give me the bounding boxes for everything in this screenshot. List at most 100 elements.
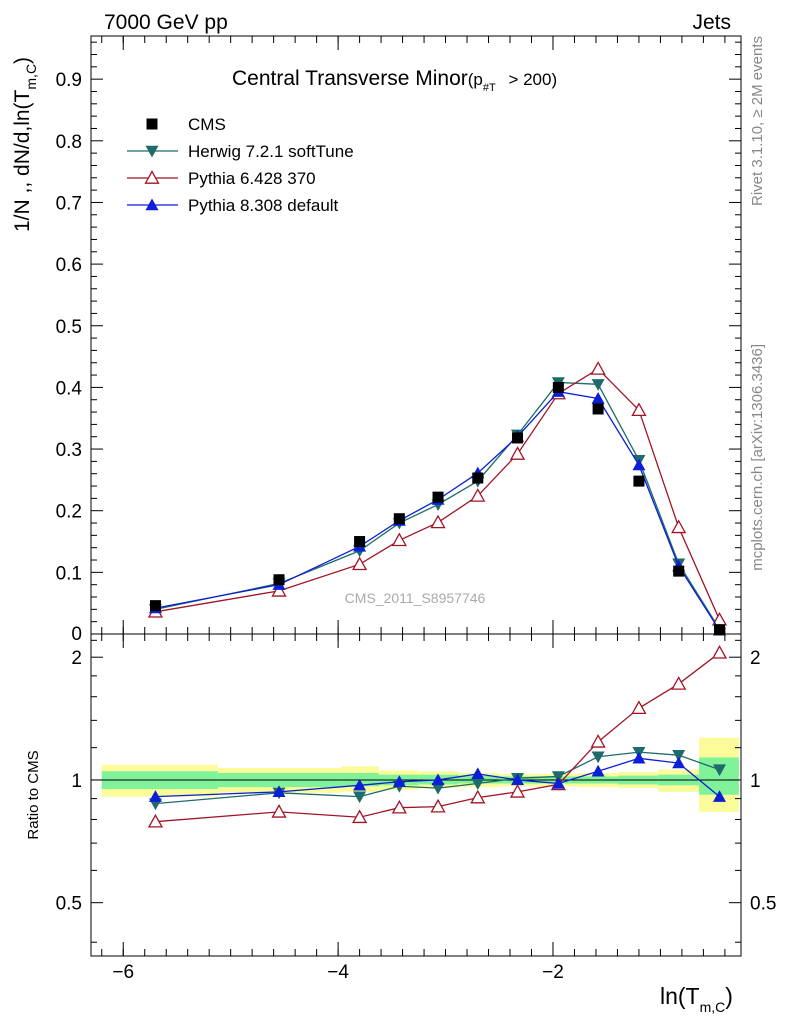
- x-axis-label-main: ln(T: [660, 983, 700, 1009]
- ratio-point-pythia-6-428-370: [430, 798, 446, 813]
- collision-label: 7000 GeV pp: [104, 11, 228, 34]
- legend-item-pythia-6-428-370: Pythia 6.428 370: [127, 169, 316, 188]
- ratio-point-pythia-8-308-default: [591, 764, 605, 777]
- data-point-pythia-6-428-370: [470, 488, 486, 502]
- data-point-cms: [714, 624, 726, 636]
- ratio-y-tick-label-right: 2: [750, 648, 761, 669]
- data-point-pythia-6-428-370: [430, 514, 446, 529]
- data-point-cms: [673, 565, 685, 577]
- ratio-point-herwig-7-2-1-softtune: [353, 791, 367, 804]
- ratio-point-pythia-6-428-370: [631, 700, 647, 714]
- data-point-cms: [472, 472, 484, 484]
- ratio-point-pythia-6-428-370: [147, 813, 164, 828]
- legend-marker: [145, 145, 159, 158]
- ratio-point-pythia-6-428-370: [711, 644, 728, 659]
- chart-title-sub-tail: > 200): [504, 70, 557, 89]
- legend-marker: [145, 198, 159, 211]
- y-axis-label-main: 1/N ,, dN/d,ln(T: [11, 89, 34, 232]
- x-axis-label: ln(Tm,C): [660, 983, 733, 1015]
- ratio-point-pythia-6-428-370: [391, 799, 407, 814]
- data-point-cms: [552, 381, 564, 393]
- ratio-line-pythia-6-428-370: [155, 652, 720, 823]
- y-tick-label: 0.3: [56, 440, 82, 461]
- y-tick-label: 0.5: [56, 317, 82, 338]
- y-axis-label-tail: ): [11, 57, 34, 64]
- x-tick-label: −6: [112, 962, 134, 983]
- y-tick-label-zero: 0: [71, 624, 82, 645]
- ratio-y-tick-label: 2: [71, 648, 82, 669]
- legend-label: CMS: [188, 115, 226, 134]
- data-point-cms: [149, 600, 161, 612]
- data-point-cms: [592, 403, 604, 415]
- chart-title-sub-index: #T: [483, 82, 496, 94]
- x-tick-label: −2: [542, 962, 564, 983]
- data-point-pythia-6-428-370: [509, 446, 526, 460]
- data-point-pythia-6-428-370: [590, 361, 606, 375]
- y-tick-label: 0.9: [56, 70, 82, 91]
- ratio-series-pythia-6-428-370: [147, 644, 728, 828]
- series-line-pythia-8-308-default: [155, 391, 721, 631]
- ratio-point-pythia-8-308-default: [632, 751, 646, 764]
- legend-marker: [146, 118, 158, 130]
- ratio-point-herwig-7-2-1-softtune: [713, 764, 727, 777]
- data-point-herwig-7-2-1-softtune: [591, 379, 605, 391]
- data-point-cms: [512, 432, 524, 444]
- ratio-panel-frame: [90, 633, 742, 957]
- y-tick-label: 0.7: [56, 193, 82, 214]
- ratio-y-tick-label-right: 0.5: [750, 894, 776, 915]
- y-tick-label: 0.8: [56, 132, 82, 153]
- y-tick-label: 0.6: [56, 255, 82, 276]
- upper-ticks: 0.1 0.2 0.3 0.4 0.5 0.6 0.7 0.8 0.9 0: [56, 36, 741, 645]
- y-tick-label: 0.4: [56, 378, 83, 399]
- legend-item-cms: CMS: [146, 115, 226, 134]
- ratio-point-pythia-8-308-default: [148, 790, 162, 802]
- legend: CMS Herwig 7.2.1 softTune Pythia 6.428 370…: [127, 115, 354, 215]
- ratio-point-pythia-6-428-370: [671, 676, 687, 690]
- series-cms: [149, 381, 726, 636]
- data-point-cms: [273, 574, 285, 586]
- ratio-y-tick-label: 0.5: [56, 894, 82, 915]
- data-point-pythia-6-428-370: [631, 402, 647, 417]
- ratio-point-herwig-7-2-1-softtune: [471, 778, 485, 791]
- ratio-point-pythia-8-308-default: [431, 773, 445, 786]
- ratio-point-herwig-7-2-1-softtune: [591, 751, 605, 764]
- uncertainty-band-inner: [699, 757, 739, 795]
- y-tick-label: 0.2: [56, 502, 82, 523]
- ratio-line-pythia-8-308-default: [155, 757, 720, 798]
- legend-item-herwig-7-2-1-softtune: Herwig 7.2.1 softTune: [127, 142, 354, 161]
- data-point-cms: [633, 475, 645, 487]
- upper-series: [147, 361, 728, 636]
- data-point-cms: [393, 513, 405, 525]
- ratio-point-pythia-8-308-default: [672, 756, 686, 769]
- mcplots-label: mcplots.cern.ch [arXiv:1306.3436]: [749, 344, 766, 571]
- ratio-axis-label: Ratio to CMS: [25, 750, 42, 839]
- ratio-panel: 0.5 0.5 1 1 2 2 −6 −4 −2 Ratio to CMS ln(Tm,C): [25, 633, 776, 1015]
- data-point-pythia-6-428-370: [271, 583, 287, 597]
- legend-label: Pythia 6.428 370: [188, 169, 316, 188]
- ratio-y-tick-label-right: 1: [750, 771, 761, 792]
- series-line-pythia-6-428-370: [155, 368, 721, 621]
- lower-ticks: 0.5 0.5 1 1 2 2 −6 −4 −2: [56, 634, 776, 983]
- ratio-series-pythia-8-308-default: [148, 751, 727, 802]
- chart-title-sub: (p: [468, 70, 483, 89]
- legend-label: Pythia 8.308 default: [188, 196, 339, 215]
- main-panel: 0.1 0.2 0.3 0.4 0.5 0.6 0.7 0.8 0.9 0 Central Tra…: [11, 35, 742, 645]
- y-axis-label: 1/N ,, dN/d,ln(Tm,C): [11, 57, 39, 232]
- x-tick-label: −4: [327, 962, 349, 983]
- ratio-point-pythia-6-428-370: [470, 789, 486, 804]
- ratio-point-pythia-8-308-default: [471, 767, 485, 780]
- ratio-point-pythia-8-308-default: [392, 775, 406, 787]
- ratio-point-pythia-6-428-370: [590, 734, 606, 748]
- chart-title: Central Transverse Minor(p#T > 200): [232, 67, 557, 94]
- ratio-line-herwig-7-2-1-softtune: [155, 751, 720, 805]
- process-label: Jets: [692, 11, 731, 34]
- legend-marker: [144, 170, 160, 184]
- x-axis-label-tail: ): [725, 983, 733, 1009]
- x-axis-label-sub: m,C: [700, 999, 726, 1015]
- data-point-cms: [354, 536, 366, 548]
- data-point-cms: [432, 491, 444, 503]
- series-line-herwig-7-2-1-softtune: [155, 381, 721, 630]
- ratio-point-pythia-6-428-370: [509, 784, 526, 798]
- legend-label: Herwig 7.2.1 softTune: [188, 142, 354, 161]
